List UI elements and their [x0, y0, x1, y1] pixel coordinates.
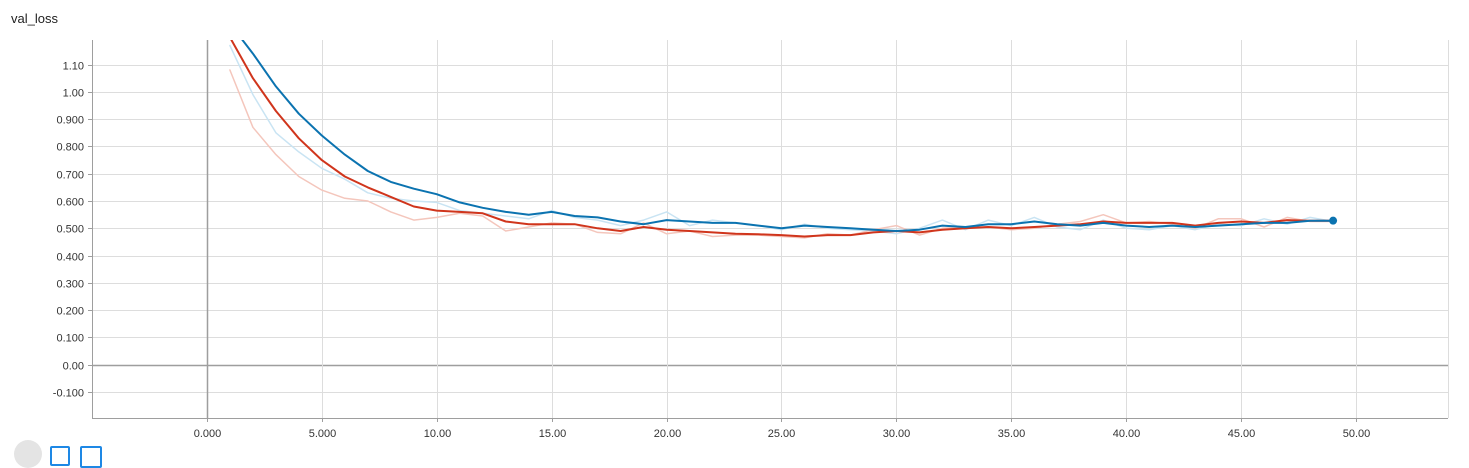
series-point	[1329, 216, 1338, 225]
fit-domain-icon[interactable]	[80, 446, 102, 468]
x-tick-label: 20.00	[654, 428, 682, 440]
y-tick-label: 0.100	[56, 333, 84, 345]
x-tick-label: 10.00	[424, 428, 452, 440]
chart-title: val_loss	[11, 11, 58, 26]
y-tick-label: 1.00	[63, 88, 84, 100]
series	[229, 40, 1338, 239]
y-tick-label: 1.10	[63, 61, 84, 73]
grid	[92, 40, 1449, 418]
series-line-raw	[229, 69, 1334, 239]
y-tick-label: 0.900	[56, 115, 84, 127]
x-tick-label: 50.00	[1343, 428, 1371, 440]
expand-icon[interactable]	[14, 440, 42, 468]
y-tick-label: 0.800	[56, 142, 84, 154]
series-line-smoothed	[230, 40, 1335, 238]
y-tick-label: 0.200	[56, 306, 84, 318]
x-tick-label: 25.00	[768, 428, 796, 440]
chart-controls	[14, 440, 114, 468]
x-tick-label: 40.00	[1113, 428, 1141, 440]
y-tick-label: 0.300	[56, 279, 84, 291]
y-tick-label: 0.700	[56, 170, 84, 182]
y-tick-label: 0.500	[56, 224, 84, 236]
x-tick-label: 5.000	[309, 428, 337, 440]
x-tick-label: 0.000	[194, 428, 222, 440]
y-tick-label: 0.00	[63, 361, 84, 373]
toggle-y-log-icon[interactable]	[50, 446, 70, 466]
x-tick-label: 35.00	[998, 428, 1026, 440]
tick-labels: -0.100 0.00 0.100 0.200 0.300 0.400 0.500 0.600…	[53, 61, 1370, 441]
series-line-raw	[229, 44, 1334, 235]
x-tick-label: 15.00	[539, 428, 567, 440]
y-tick-label: 0.400	[56, 252, 84, 264]
series-line-smoothed	[241, 40, 1335, 232]
line-chart: -0.100 0.00 0.100 0.200 0.300 0.400 0.500 0.600…	[53, 40, 1449, 441]
axes	[88, 40, 1448, 422]
y-tick-label: -0.100	[53, 388, 84, 400]
y-tick-label: 0.600	[56, 197, 84, 209]
x-tick-label: 45.00	[1228, 428, 1256, 440]
x-tick-label: 30.00	[883, 428, 911, 440]
